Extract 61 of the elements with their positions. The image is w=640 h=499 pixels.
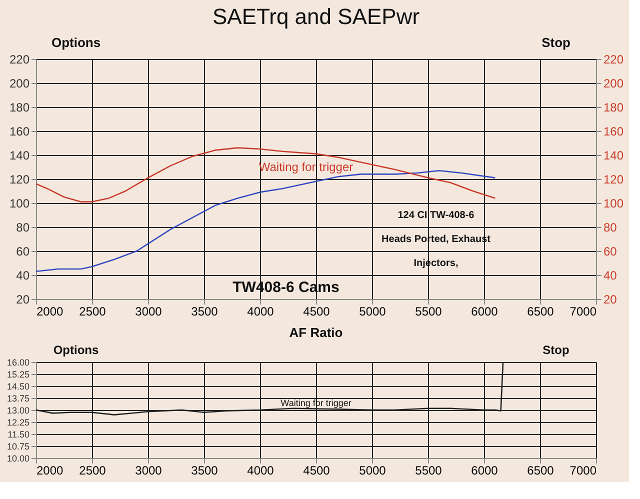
y-tick-label: 180	[9, 100, 30, 114]
x-tick-label: 2500	[79, 464, 106, 478]
x-tick-label: 5500	[415, 304, 442, 318]
y-tick-label: 12.25	[6, 418, 30, 428]
x-tick-label: 4000	[247, 304, 274, 318]
y-tick-label: 13.75	[6, 394, 30, 404]
x-tick-label: 5000	[359, 304, 386, 318]
x-tick-label: 2000	[36, 464, 64, 478]
y-tick-label: 20	[16, 292, 30, 306]
x-tick-label: 3000	[135, 464, 162, 478]
y-tick-label: 120	[9, 172, 30, 186]
text: Options	[53, 343, 99, 357]
x-tick-label: 6000	[471, 304, 498, 318]
x-tick-label: 6500	[527, 464, 554, 478]
x-tick-label: 3500	[191, 464, 218, 478]
y-tick-label: 220	[9, 52, 30, 66]
y2-tick-label: 20	[604, 292, 618, 306]
y-tick-label: 40	[16, 268, 30, 282]
x-tick-label: 6500	[527, 304, 554, 318]
y2-tick-label: 160	[604, 124, 624, 138]
y2-tick-label: 80	[604, 220, 618, 234]
x-tick-label: 3500	[191, 304, 218, 318]
y-tick-label: 10.75	[6, 442, 30, 452]
y2-tick-label: 60	[604, 244, 618, 258]
y-tick-label: 80	[16, 220, 30, 234]
chart-title: SAETrq and SAEPwr	[212, 4, 420, 29]
y2-tick-label: 100	[604, 196, 624, 210]
y-tick-label: 11.50	[8, 430, 30, 440]
text: Stop	[542, 343, 570, 357]
x-tick-label: 4000	[247, 464, 274, 478]
x-tick-label: 6000	[471, 464, 498, 478]
y2-tick-label: 120	[604, 172, 624, 186]
x-tick-label: 5000	[359, 464, 386, 478]
y-tick-label: 140	[9, 148, 30, 162]
y2-tick-label: 200	[604, 76, 624, 90]
y-tick-label: 100	[9, 196, 30, 210]
x-tick-label: 2000	[36, 304, 64, 318]
x-tick-label: 4500	[303, 464, 330, 478]
y-tick-label: 10.00	[6, 454, 30, 464]
y-tick-label: 14.50	[6, 382, 30, 392]
y2-tick-label: 140	[604, 148, 624, 162]
y2-tick-label: 180	[604, 100, 624, 114]
y-tick-label: 16.00	[6, 358, 30, 368]
y2-tick-label: 220	[604, 52, 624, 66]
x-tick-label: 7000	[570, 464, 597, 478]
x-tick-label: 5500	[415, 464, 442, 478]
y2-tick-label: 40	[604, 268, 618, 282]
text: Stop	[542, 35, 570, 50]
y-tick-label: 15.25	[6, 370, 30, 380]
x-tick-label: 2500	[79, 304, 106, 318]
y-tick-label: 160	[9, 124, 30, 138]
y-tick-label: 60	[16, 244, 30, 258]
text: Options	[51, 35, 101, 50]
x-tick-label: 7000	[570, 304, 597, 318]
line-series	[35, 147, 496, 202]
x-tick-label: 3000	[135, 304, 162, 318]
y-tick-label: 200	[9, 76, 30, 90]
annotation: 124 CI TW-408-6	[398, 210, 475, 221]
x-tick-label: 4500	[303, 304, 330, 318]
chart-title: AF Ratio	[289, 325, 343, 340]
y-tick-label: 13.00	[6, 406, 30, 416]
